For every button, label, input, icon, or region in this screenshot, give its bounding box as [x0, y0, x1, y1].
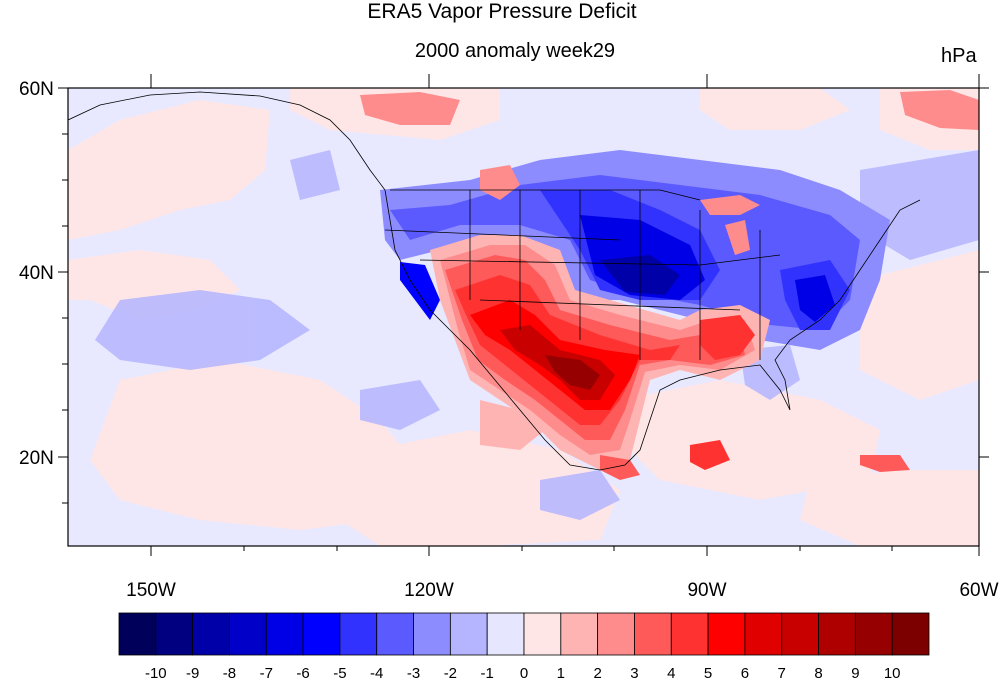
colorbar-swatch	[192, 612, 230, 656]
slight-negative-regions	[95, 150, 979, 520]
colorbar-swatch	[818, 612, 856, 656]
lat-labels: 60N 40N 20N	[19, 79, 54, 469]
colorbar-label: -4	[370, 665, 383, 681]
colorbar-label: 10	[884, 665, 901, 681]
colorbar-swatch	[376, 612, 414, 656]
colorbar-label: -7	[260, 665, 273, 681]
colorbar-label: 1	[557, 665, 565, 681]
colorbar-swatch	[560, 612, 599, 656]
colorbar-label: -6	[296, 665, 309, 681]
colorbar-swatch	[781, 612, 819, 656]
colorbar-swatch	[229, 612, 267, 656]
colorbar-label: 8	[814, 665, 822, 681]
lat-label: 60N	[19, 79, 54, 100]
colorbar-label: -10	[145, 665, 167, 681]
colorbar-swatch	[670, 612, 709, 656]
colorbar-label: -9	[186, 665, 199, 681]
lat-label: 20N	[19, 448, 54, 469]
colorbar-label: 6	[741, 665, 749, 681]
colorbar-label: -2	[444, 665, 457, 681]
colorbar-labels: -10 -9 -8 -7 -6 -5 -4 -3 -2 -1 0 1 2 3 4 5 6 7 8 9 10	[145, 665, 901, 681]
colorbar-swatch	[449, 612, 488, 656]
colorbar-swatch	[523, 612, 562, 656]
colorbar-swatch	[707, 612, 746, 656]
colorbar-label: 4	[667, 665, 675, 681]
colorbar-label: -1	[481, 665, 494, 681]
map-subtitle: 2000 anomaly week29	[414, 40, 616, 62]
lon-label: 150W	[126, 580, 176, 601]
colorbar-swatch	[339, 612, 378, 656]
colorbar-label: 7	[778, 665, 786, 681]
canada-positive	[360, 90, 979, 450]
axis-ticks	[58, 74, 989, 556]
colorbar-swatch	[891, 612, 930, 656]
anomaly-field	[68, 88, 979, 546]
map-title: ERA5 Vapor Pressure Deficit	[367, 0, 637, 23]
colorbar-swatch	[486, 612, 525, 656]
colorbar-label: -3	[407, 665, 420, 681]
colorbar-label: -8	[223, 665, 236, 681]
colorbar-swatch	[744, 612, 783, 656]
lon-label: 120W	[404, 580, 454, 601]
colorbar-label: 5	[704, 665, 712, 681]
colorbar-swatch	[118, 612, 157, 656]
great-lakes-positive	[480, 165, 760, 255]
lon-labels: 150W 120W 90W 60W	[126, 580, 998, 601]
colorbar-label: 2	[593, 665, 601, 681]
colorbar-swatch	[634, 612, 672, 656]
colorbar-swatch	[597, 612, 635, 656]
colorbar-swatch	[265, 612, 304, 656]
colorbar-label: 3	[630, 665, 638, 681]
colorbar-swatch	[302, 612, 341, 656]
colorbar-label: 0	[520, 665, 528, 681]
colorbar	[118, 612, 930, 656]
lat-label: 40N	[19, 263, 54, 284]
map-frame	[67, 87, 980, 547]
colorbar-swatch	[155, 612, 194, 656]
colorbar-swatch	[854, 612, 893, 656]
units-label: hPa	[941, 45, 977, 67]
lon-label: 90W	[687, 580, 726, 601]
colorbar-label: -5	[333, 665, 346, 681]
coastlines-borders	[68, 91, 921, 471]
colorbar-label: 9	[851, 665, 859, 681]
colorbar-swatch	[413, 612, 451, 656]
lon-label: 60W	[959, 580, 998, 601]
